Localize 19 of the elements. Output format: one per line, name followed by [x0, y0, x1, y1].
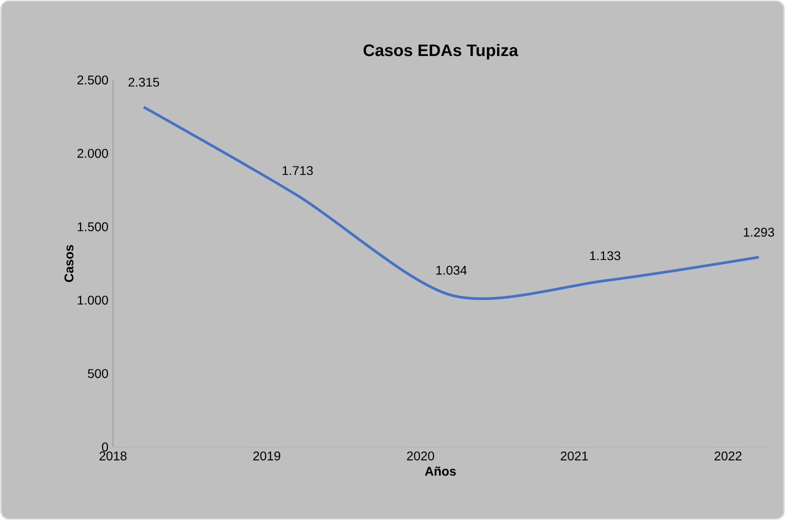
x-axis-title: Años: [424, 466, 456, 476]
y-tick-label: 1.500: [78, 222, 108, 232]
x-tick-label: 2018: [100, 451, 127, 460]
data-label: 1.713: [282, 166, 313, 176]
y-tick-label: 500: [88, 369, 108, 378]
x-tick-label: 2022: [714, 451, 742, 460]
y-tick-label: 2.000: [77, 148, 108, 158]
x-tick-label: 2019: [253, 451, 280, 460]
y-axis-title: Casos: [64, 245, 74, 282]
chart-title: Casos EDAs Tupiza: [364, 44, 518, 60]
y-tick-label: 1.000: [78, 296, 108, 305]
data-label: 1.293: [744, 228, 774, 237]
data-label: 1.133: [590, 251, 620, 260]
x-tick-label: 2021: [560, 451, 588, 460]
y-tick-label: 2.500: [77, 76, 108, 84]
data-label: 2.315: [128, 78, 160, 87]
x-tick-label: 2020: [407, 451, 434, 460]
data-label: 1.034: [436, 266, 467, 275]
y-tick-label: 0: [102, 442, 108, 452]
